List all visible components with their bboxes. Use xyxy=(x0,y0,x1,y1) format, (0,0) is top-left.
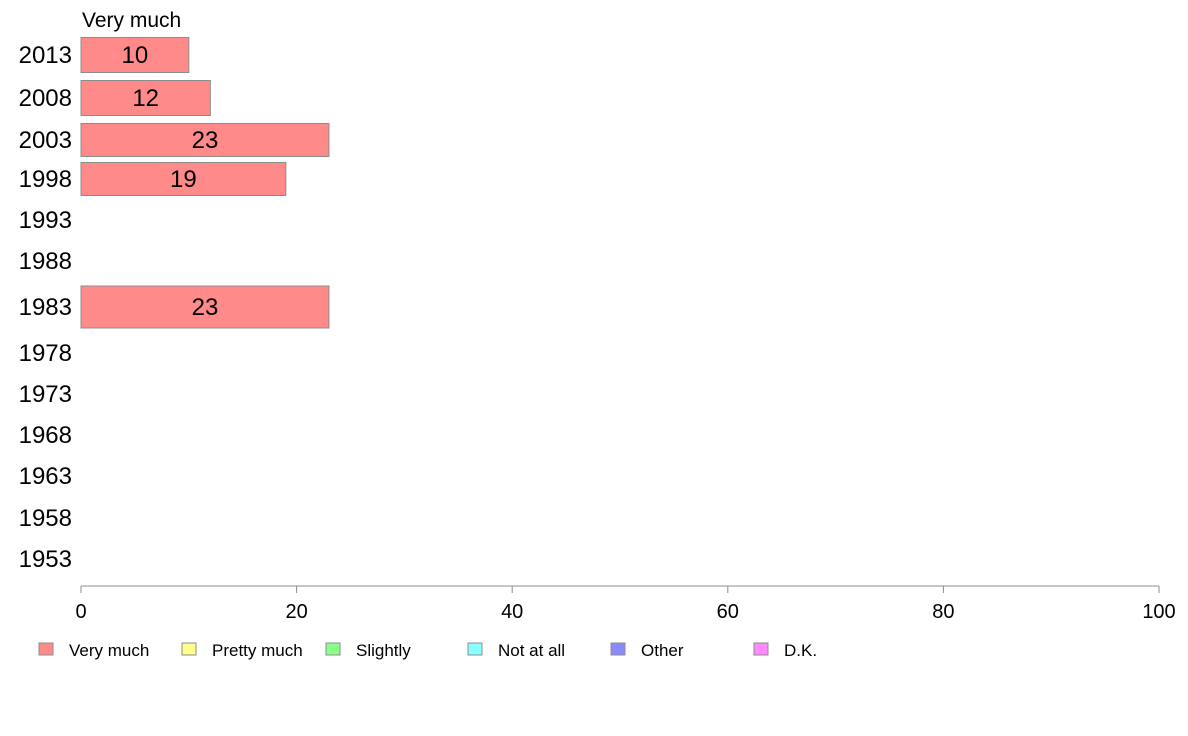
bar xyxy=(80,123,330,157)
legend-label: D.K. xyxy=(784,641,817,660)
bar xyxy=(80,80,211,116)
year-label: 2008 xyxy=(19,85,72,112)
legend-swatch xyxy=(38,642,54,656)
panel-title: Very much xyxy=(82,9,181,32)
legend: Very much Pretty much Slightly Not at all Ot… xyxy=(38,641,817,660)
x-tick-label: 60 xyxy=(717,601,739,623)
bar-value-label: 23 xyxy=(192,127,219,154)
x-tick-label: 0 xyxy=(75,601,86,623)
legend-item: Not at all xyxy=(467,641,565,660)
legend-label: Slightly xyxy=(356,641,411,660)
year-label: 1978 xyxy=(19,340,72,367)
legend-swatch xyxy=(181,642,197,656)
year-label: 1973 xyxy=(19,381,72,408)
legend-item: D.K. xyxy=(753,641,817,660)
legend-label: Not at all xyxy=(498,641,565,660)
year-label: 1993 xyxy=(19,207,72,234)
legend-swatch xyxy=(610,642,626,656)
legend-label: Very much xyxy=(69,641,149,660)
x-tick-label: 80 xyxy=(932,601,954,623)
bar xyxy=(80,37,190,73)
year-label: 2013 xyxy=(19,42,72,69)
legend-item: Very much xyxy=(38,641,149,660)
year-label: 1958 xyxy=(19,505,72,532)
legend-item: Slightly xyxy=(325,641,411,660)
x-tick-label: 20 xyxy=(285,601,307,623)
legend-swatch xyxy=(753,642,769,656)
year-labels-group: 2013 2008 2003 1998 1993 1988 1983 1978 1973 1968… xyxy=(19,42,72,573)
x-tick-label: 40 xyxy=(501,601,523,623)
x-tick-label: 100 xyxy=(1142,601,1175,623)
year-label: 1998 xyxy=(19,166,72,193)
legend-swatch xyxy=(325,642,341,656)
bar xyxy=(80,162,287,196)
legend-item: Other xyxy=(610,641,684,660)
year-label: 1953 xyxy=(19,546,72,573)
year-label: 2003 xyxy=(19,127,72,154)
year-label: 1968 xyxy=(19,422,72,449)
year-label: 1988 xyxy=(19,248,72,275)
bars-group: 10 12 23 19 23 xyxy=(80,37,330,329)
year-label: 1983 xyxy=(19,294,72,321)
bar-value-label: 12 xyxy=(132,85,159,112)
bar-value-label: 19 xyxy=(170,166,197,193)
bar-value-label: 23 xyxy=(192,294,219,321)
bar xyxy=(80,285,330,329)
year-label: 1963 xyxy=(19,463,72,490)
legend-item: Pretty much xyxy=(181,641,303,660)
legend-swatch xyxy=(467,642,483,656)
bar-value-label: 10 xyxy=(122,42,149,69)
legend-label: Other xyxy=(641,641,684,660)
legend-label: Pretty much xyxy=(212,641,303,660)
x-axis: 0 20 40 60 80 100 xyxy=(75,585,1176,623)
